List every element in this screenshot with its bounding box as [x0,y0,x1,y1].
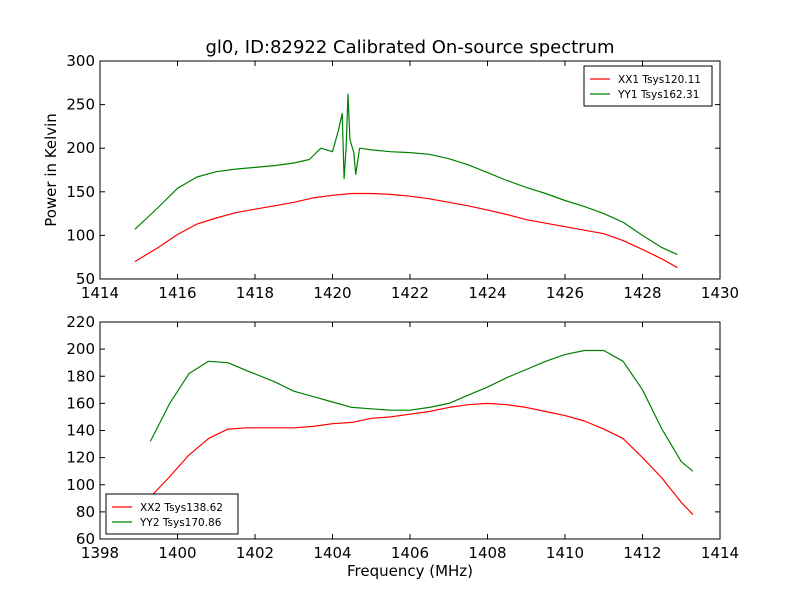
legend: XX2 Tsys138.62 YY2 Tsys170.86 [105,493,239,535]
x-axis-label: Frequency (MHz) [347,562,473,580]
x-tick-label: 1416 [158,284,196,302]
y-tick-label: 120 [66,449,95,467]
x-tick-label: 1428 [623,284,661,302]
x-tick-label: 1406 [391,544,429,562]
series-line-1-0 [149,402,694,516]
x-tick-label: 1430 [701,284,739,302]
y-tick-label: 80 [76,503,95,521]
y-tick-label: 100 [66,476,95,494]
legend-label: XX1 Tsys120.11 [618,74,701,86]
top-spectrum-plot: 1414 1416 1418 1420 1422 1424 1426 1428 1430 50 10… [42,52,739,302]
legend-label: YY1 Tsys162.31 [617,89,699,101]
y-tick-label: 200 [66,340,95,358]
y-axis-label: Power in Kelvin [42,113,60,227]
series-line-1-1 [149,349,694,472]
x-tick-label: 1426 [546,284,584,302]
series-line-0-0 [134,192,678,269]
series-line-0-1 [134,93,678,256]
y-tick-label: 200 [66,139,95,157]
x-tick-label: 1412 [623,544,661,562]
y-tick-label: 300 [66,52,95,70]
x-tick-label: 1418 [236,284,274,302]
y-tick-label: 160 [66,394,95,412]
legend: XX1 Tsys120.11 YY1 Tsys162.31 [583,65,713,107]
x-tick-label: 1400 [158,544,196,562]
y-tick-label: 140 [66,422,95,440]
bottom-spectrum-plot: 1398 1400 1402 1404 1406 1408 1410 1412 1414 60 80… [66,313,739,580]
y-tick-label: 100 [66,226,95,244]
y-tick-label: 180 [66,367,95,385]
y-tick-label: 220 [66,313,95,331]
y-tick-label: 250 [66,96,95,114]
y-tick-label: 60 [76,530,95,548]
chart-title: gl0, ID:82922 Calibrated On-source spect… [205,37,614,58]
x-tick-label: 1402 [236,544,274,562]
x-tick-label: 1424 [468,284,506,302]
x-tick-label: 1398 [81,544,119,562]
x-tick-label: 1410 [546,544,584,562]
x-tick-label: 1408 [468,544,506,562]
legend-label: YY2 Tsys170.86 [139,517,222,529]
x-tick-label: 1414 [701,544,739,562]
x-tick-label: 1404 [313,544,351,562]
y-tick-label: 150 [66,183,95,201]
legend-label: XX2 Tsys138.62 [140,502,223,514]
x-tick-label: 1414 [81,284,119,302]
y-tick-label: 50 [76,270,95,288]
x-tick-label: 1420 [313,284,351,302]
legend-box [583,65,713,107]
x-tick-label: 1422 [391,284,429,302]
legend-box [105,493,239,535]
